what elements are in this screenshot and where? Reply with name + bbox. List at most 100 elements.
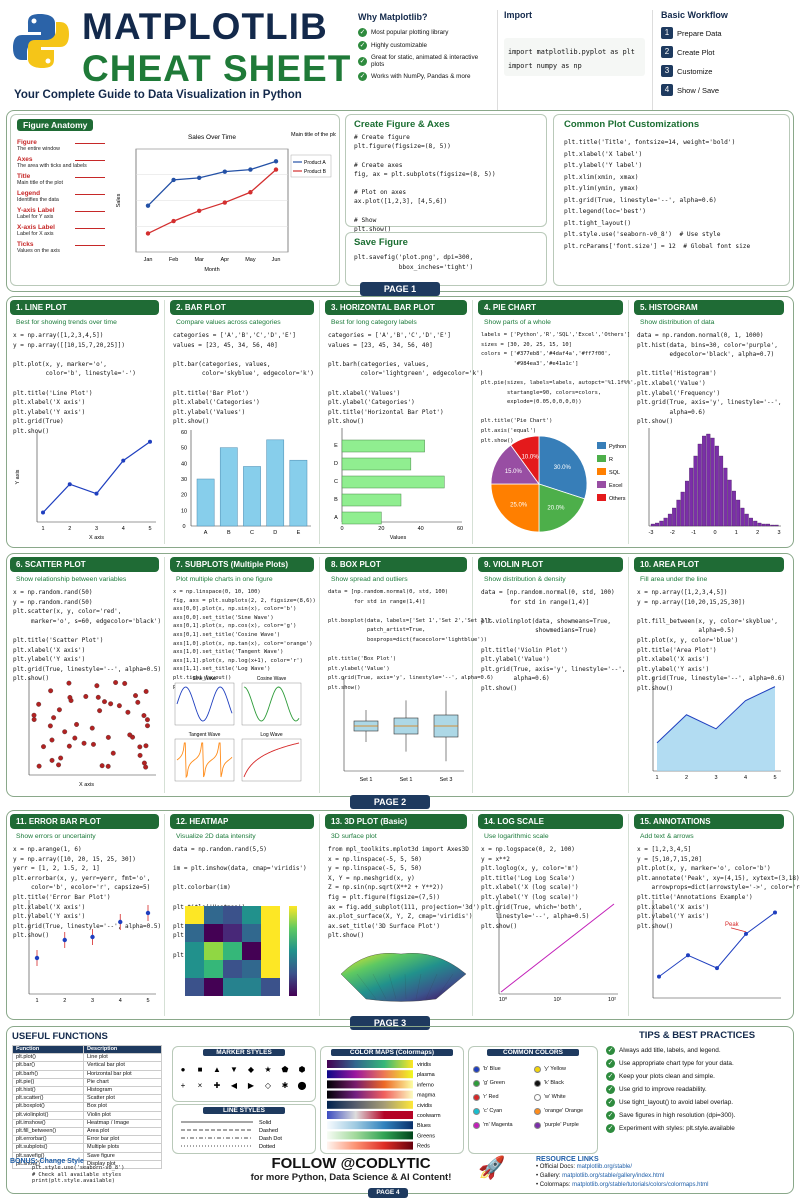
section-subtitle: Best for showing trends over time: [16, 319, 117, 326]
link-url[interactable]: matplotlib.org/stable/gallery/index.html: [562, 1173, 665, 1179]
colormap-name: coolwarm: [417, 1113, 441, 1119]
scatter-point: [36, 763, 42, 769]
link-label: • Official Docs:: [536, 1164, 575, 1170]
anatomy-desc: The area with ticks and labels: [17, 163, 87, 169]
pie-slice: [510, 435, 540, 486]
scatter-point: [105, 763, 111, 769]
colormap-bar: [327, 1060, 413, 1068]
legend-label: Python: [609, 444, 626, 450]
why-panel: Why Matplotlib? ✓ Most popular plotting l…: [358, 12, 493, 107]
histogram-bin: [650, 523, 655, 527]
color-label: 'g' Green: [483, 1080, 505, 1086]
heatmap-cell: [204, 924, 223, 942]
scatter-point: [95, 694, 101, 700]
table-cell: plt.errorbar(): [11, 1135, 85, 1145]
tick-label: 60: [181, 430, 187, 436]
section-subtitle: Show relationship between variables: [16, 576, 127, 583]
table-cell: Error bar plot: [83, 1135, 162, 1145]
heatmap-cell: [204, 942, 223, 960]
tip-item: ✓ Use grid to improve readability.: [606, 1085, 792, 1094]
table-cell: Box plot: [83, 1102, 162, 1112]
table-row: plt.fill_between() Area plot: [11, 1127, 162, 1137]
scatter-point: [56, 762, 62, 768]
resource-link[interactable]: • Gallery: matplotlib.org/stable/gallery…: [536, 1172, 796, 1181]
data-point: [657, 974, 661, 979]
section-header: 10. AREA PLOT: [634, 557, 784, 572]
legend-swatch: [597, 468, 606, 475]
color-swatch: [534, 1121, 541, 1129]
scatter-point: [31, 717, 37, 722]
series-line: [656, 686, 776, 744]
tick-label: 2: [63, 998, 66, 1004]
cmap-panel: COLOR MAPS (Colormaps) viridis plasma infe…: [320, 1046, 464, 1154]
data-point: [90, 934, 95, 940]
section-header: 12. HEATMAP: [170, 814, 314, 829]
resource-link[interactable]: • Official Docs: matplotlib.org/stable/: [536, 1163, 796, 1172]
scatter-point: [49, 737, 55, 743]
y-axis-label: Sales: [116, 193, 122, 207]
scatter-point: [97, 708, 103, 714]
heatmap-cell: [223, 960, 242, 978]
histogram-bin: [655, 522, 660, 527]
marker-symbol: ⬟: [282, 1065, 289, 1074]
marker-symbol: +: [181, 1081, 186, 1090]
anatomy-label: Ticks Values on the axis: [17, 241, 105, 254]
color-label: 'm' Magenta: [483, 1122, 513, 1128]
anatomy-term: X-axis Label: [17, 224, 55, 231]
section-card: 11. ERROR BAR PLOT Show errors or uncerta…: [8, 814, 165, 1016]
y-axis-label: Y axis: [15, 469, 21, 484]
tip-text: Use tight_layout() to avoid label overla…: [619, 1099, 734, 1106]
link-url[interactable]: matplotlib.org/stable/tutorials/colors/c…: [572, 1182, 709, 1188]
section-subtitle: Show errors or uncertainty: [16, 833, 96, 840]
scatter-point: [110, 750, 116, 756]
color-label: 'w' White: [544, 1094, 566, 1100]
line-style-label: Solid: [259, 1120, 271, 1126]
table-cell: plt.pie(): [11, 1077, 85, 1088]
histogram-bin: [757, 522, 762, 527]
line-style-label: Dash Dot: [259, 1136, 282, 1142]
tick-label: 50: [181, 446, 187, 452]
x-axis-label: X axis: [79, 782, 94, 788]
section-subtitle: Add text & arrows: [640, 833, 694, 840]
scatter-point: [143, 743, 149, 749]
histogram-bin: [727, 479, 732, 527]
data-point: [248, 190, 253, 195]
section-code: x = np.logspace(0, 2, 100) y = x**2 plt.…: [481, 846, 590, 930]
category-label: E: [334, 443, 338, 449]
anatomy-term: Figure: [17, 139, 37, 146]
data-point: [248, 167, 253, 172]
section-header: 8. BOX PLOT: [325, 557, 467, 572]
anatomy-chart: Sales Over Time Main title of the plot Jan…: [116, 132, 336, 273]
histogram-bin: [748, 517, 753, 527]
table-header: Function: [11, 1044, 85, 1055]
link-url[interactable]: matplotlib.org/stable/: [576, 1164, 633, 1170]
table-cell: plt.boxplot(): [11, 1102, 85, 1112]
anatomy-desc: The entire window: [17, 146, 60, 152]
tick-label: -2: [670, 530, 675, 536]
step-number: 4: [661, 84, 673, 96]
pointer-arrow: [75, 228, 105, 229]
page-title: MATPLOTLIB: [82, 6, 328, 47]
workflow-step: 3 Customize: [661, 65, 792, 77]
color-item: 'r' Red: [473, 1091, 532, 1103]
colors-panel: COMMON COLORS 'b' Blue 'y' Yellow 'g' Gree…: [468, 1046, 598, 1154]
section-chart: 1 2 3 4 5: [28, 900, 156, 1004]
surface-grid: [372, 973, 387, 1000]
tick-label: 3: [95, 526, 98, 532]
heatmap-cell: [223, 942, 242, 960]
tip-item: ✓ Use tight_layout() to avoid label overl…: [606, 1098, 792, 1107]
scatter-point: [81, 740, 87, 746]
workflow-step-text: Customize: [677, 66, 713, 76]
resource-link[interactable]: • Colormaps: matplotlib.org/stable/tutor…: [536, 1181, 796, 1190]
heatmap-cell: [185, 978, 204, 996]
scatter-point: [56, 707, 62, 713]
follow-text: FOLLOW @: [271, 1155, 356, 1172]
surface-grid: [425, 973, 438, 1000]
bar: [341, 457, 412, 471]
tick-label: 2: [756, 530, 759, 536]
section-subtitle: Best for long category labels: [331, 319, 417, 326]
color-item: 'w' White: [534, 1091, 593, 1103]
category-label: Set 3: [440, 777, 453, 783]
bonus-code: plt.style.use('seaborn-v0_8') # Check al…: [32, 1165, 125, 1184]
follow-handle[interactable]: CODLYTIC: [355, 1155, 431, 1172]
